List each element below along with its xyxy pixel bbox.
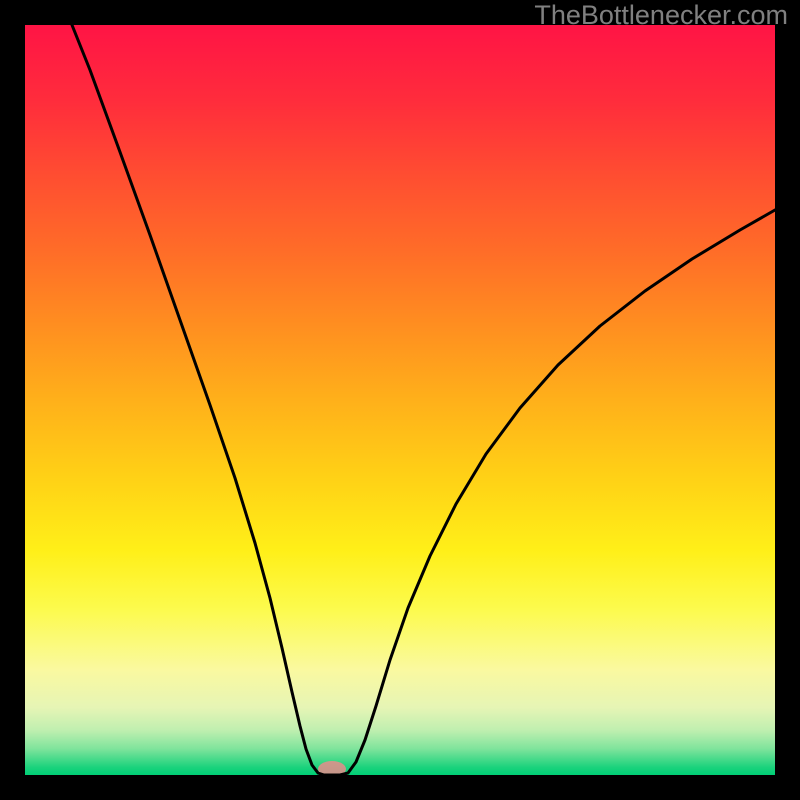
chart-container: TheBottlenecker.com — [0, 0, 800, 800]
plot-background — [25, 25, 775, 775]
chart-svg — [0, 0, 800, 800]
